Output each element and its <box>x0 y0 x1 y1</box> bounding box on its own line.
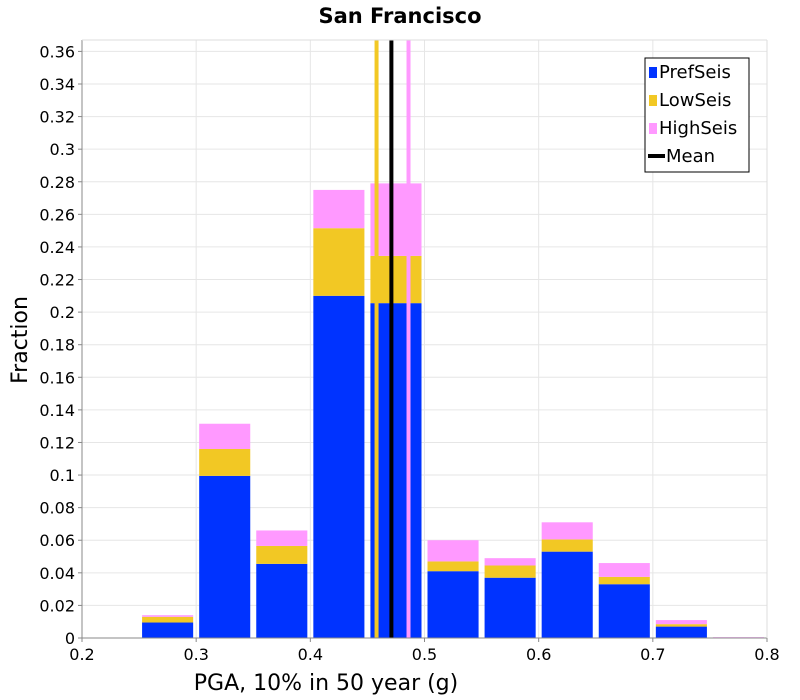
y-tick-label: 0.24 <box>39 238 75 257</box>
y-tick-label: 0.26 <box>39 205 75 224</box>
legend-swatch-prefseis <box>649 67 657 78</box>
y-tick-label: 0.04 <box>39 564 75 583</box>
bar-lowseis-6 <box>484 565 536 578</box>
legend-label-lowseis: LowSeis <box>659 90 731 111</box>
bar-highseis-7 <box>541 522 593 540</box>
bar-lowseis-5 <box>427 561 479 572</box>
bar-lowseis-4 <box>370 255 422 304</box>
legend-box <box>644 57 750 173</box>
y-tick-label: 0.32 <box>39 108 75 127</box>
bar-lowseis-7 <box>541 539 593 552</box>
x-tick-label: 0.4 <box>298 645 323 664</box>
x-tick-label: 0.5 <box>412 645 437 664</box>
legend: PrefSeis LowSeis HighSeis Mean <box>644 57 750 173</box>
y-tick-label: 0.2 <box>50 303 75 322</box>
y-tick-label: 0.12 <box>39 433 75 452</box>
y-axis-label: Fraction <box>8 296 33 384</box>
bar-lowseis-2 <box>256 545 308 564</box>
y-tick-label: 0.34 <box>39 75 75 94</box>
x-axis-label: PGA, 10% in 50 year (g) <box>194 671 458 696</box>
bar-prefseis-8 <box>598 584 650 638</box>
x-tick-label: 0.3 <box>183 645 208 664</box>
x-tick-label: 0.8 <box>754 645 779 664</box>
y-tick-label: 0.02 <box>39 596 75 615</box>
reference-lines <box>374 40 411 638</box>
y-tick-label: 0.06 <box>39 531 75 550</box>
legend-label-mean: Mean <box>666 146 715 167</box>
bar-highseis-5 <box>427 540 479 562</box>
y-tick-label: 0 <box>65 629 75 648</box>
x-axis-ticks: 0.2 0.3 0.4 0.5 0.6 0.7 0.8 <box>69 638 780 664</box>
y-tick-label: 0.16 <box>39 368 75 387</box>
bar-prefseis-9 <box>655 626 707 638</box>
y-tick-label: 0.3 <box>50 140 75 159</box>
bar-prefseis-7 <box>541 551 593 638</box>
bar-highseis-9 <box>655 620 707 625</box>
bar-lowseis-3 <box>313 228 365 296</box>
bar-highseis-2 <box>256 530 308 546</box>
chart-title: San Francisco <box>318 4 481 28</box>
x-tick-label: 0.7 <box>640 645 665 664</box>
bar-prefseis-3 <box>313 295 365 638</box>
y-tick-label: 0.36 <box>39 42 75 61</box>
bars-group <box>142 183 764 638</box>
y-tick-label: 0.28 <box>39 173 75 192</box>
legend-swatch-lowseis <box>649 95 657 106</box>
legend-swatch-highseis <box>649 123 657 134</box>
y-tick-label: 0.08 <box>39 499 75 518</box>
bar-prefseis-6 <box>484 577 536 638</box>
y-tick-label: 0.18 <box>39 336 75 355</box>
bar-prefseis-2 <box>256 563 308 638</box>
bar-prefseis-1 <box>199 475 251 638</box>
x-tick-label: 0.6 <box>526 645 551 664</box>
bar-highseis-0 <box>142 615 194 617</box>
legend-label-prefseis: PrefSeis <box>659 62 731 83</box>
legend-label-highseis: HighSeis <box>659 118 737 139</box>
bar-prefseis-5 <box>427 571 479 638</box>
bar-lowseis-8 <box>598 576 650 585</box>
bar-lowseis-1 <box>199 448 251 476</box>
bar-highseis-3 <box>313 189 365 229</box>
y-tick-label: 0.22 <box>39 271 75 290</box>
bar-lowseis-9 <box>655 624 707 627</box>
y-tick-label: 0.14 <box>39 401 75 420</box>
bar-prefseis-0 <box>142 622 194 638</box>
bar-highseis-1 <box>199 423 251 449</box>
x-tick-label: 0.2 <box>69 645 94 664</box>
bar-highseis-4 <box>370 183 422 256</box>
y-tick-label: 0.1 <box>50 466 75 485</box>
bar-highseis-6 <box>484 558 536 566</box>
bar-lowseis-0 <box>142 616 194 623</box>
bar-prefseis-4 <box>370 303 422 638</box>
bar-highseis-8 <box>598 563 650 577</box>
y-axis-ticks: 0 0.02 0.04 0.06 0.08 0.1 0.12 0.14 0.16 0.18 0.2 0… <box>39 42 82 648</box>
